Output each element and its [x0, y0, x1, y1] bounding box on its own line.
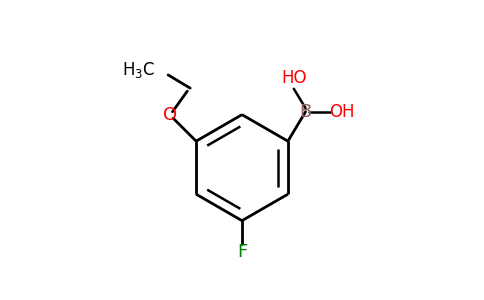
- Text: O: O: [163, 106, 177, 124]
- Text: F: F: [237, 244, 247, 262]
- Text: H$_3$C: H$_3$C: [121, 61, 155, 80]
- Text: B: B: [300, 103, 312, 121]
- Text: HO: HO: [281, 69, 306, 87]
- Text: OH: OH: [330, 103, 355, 121]
